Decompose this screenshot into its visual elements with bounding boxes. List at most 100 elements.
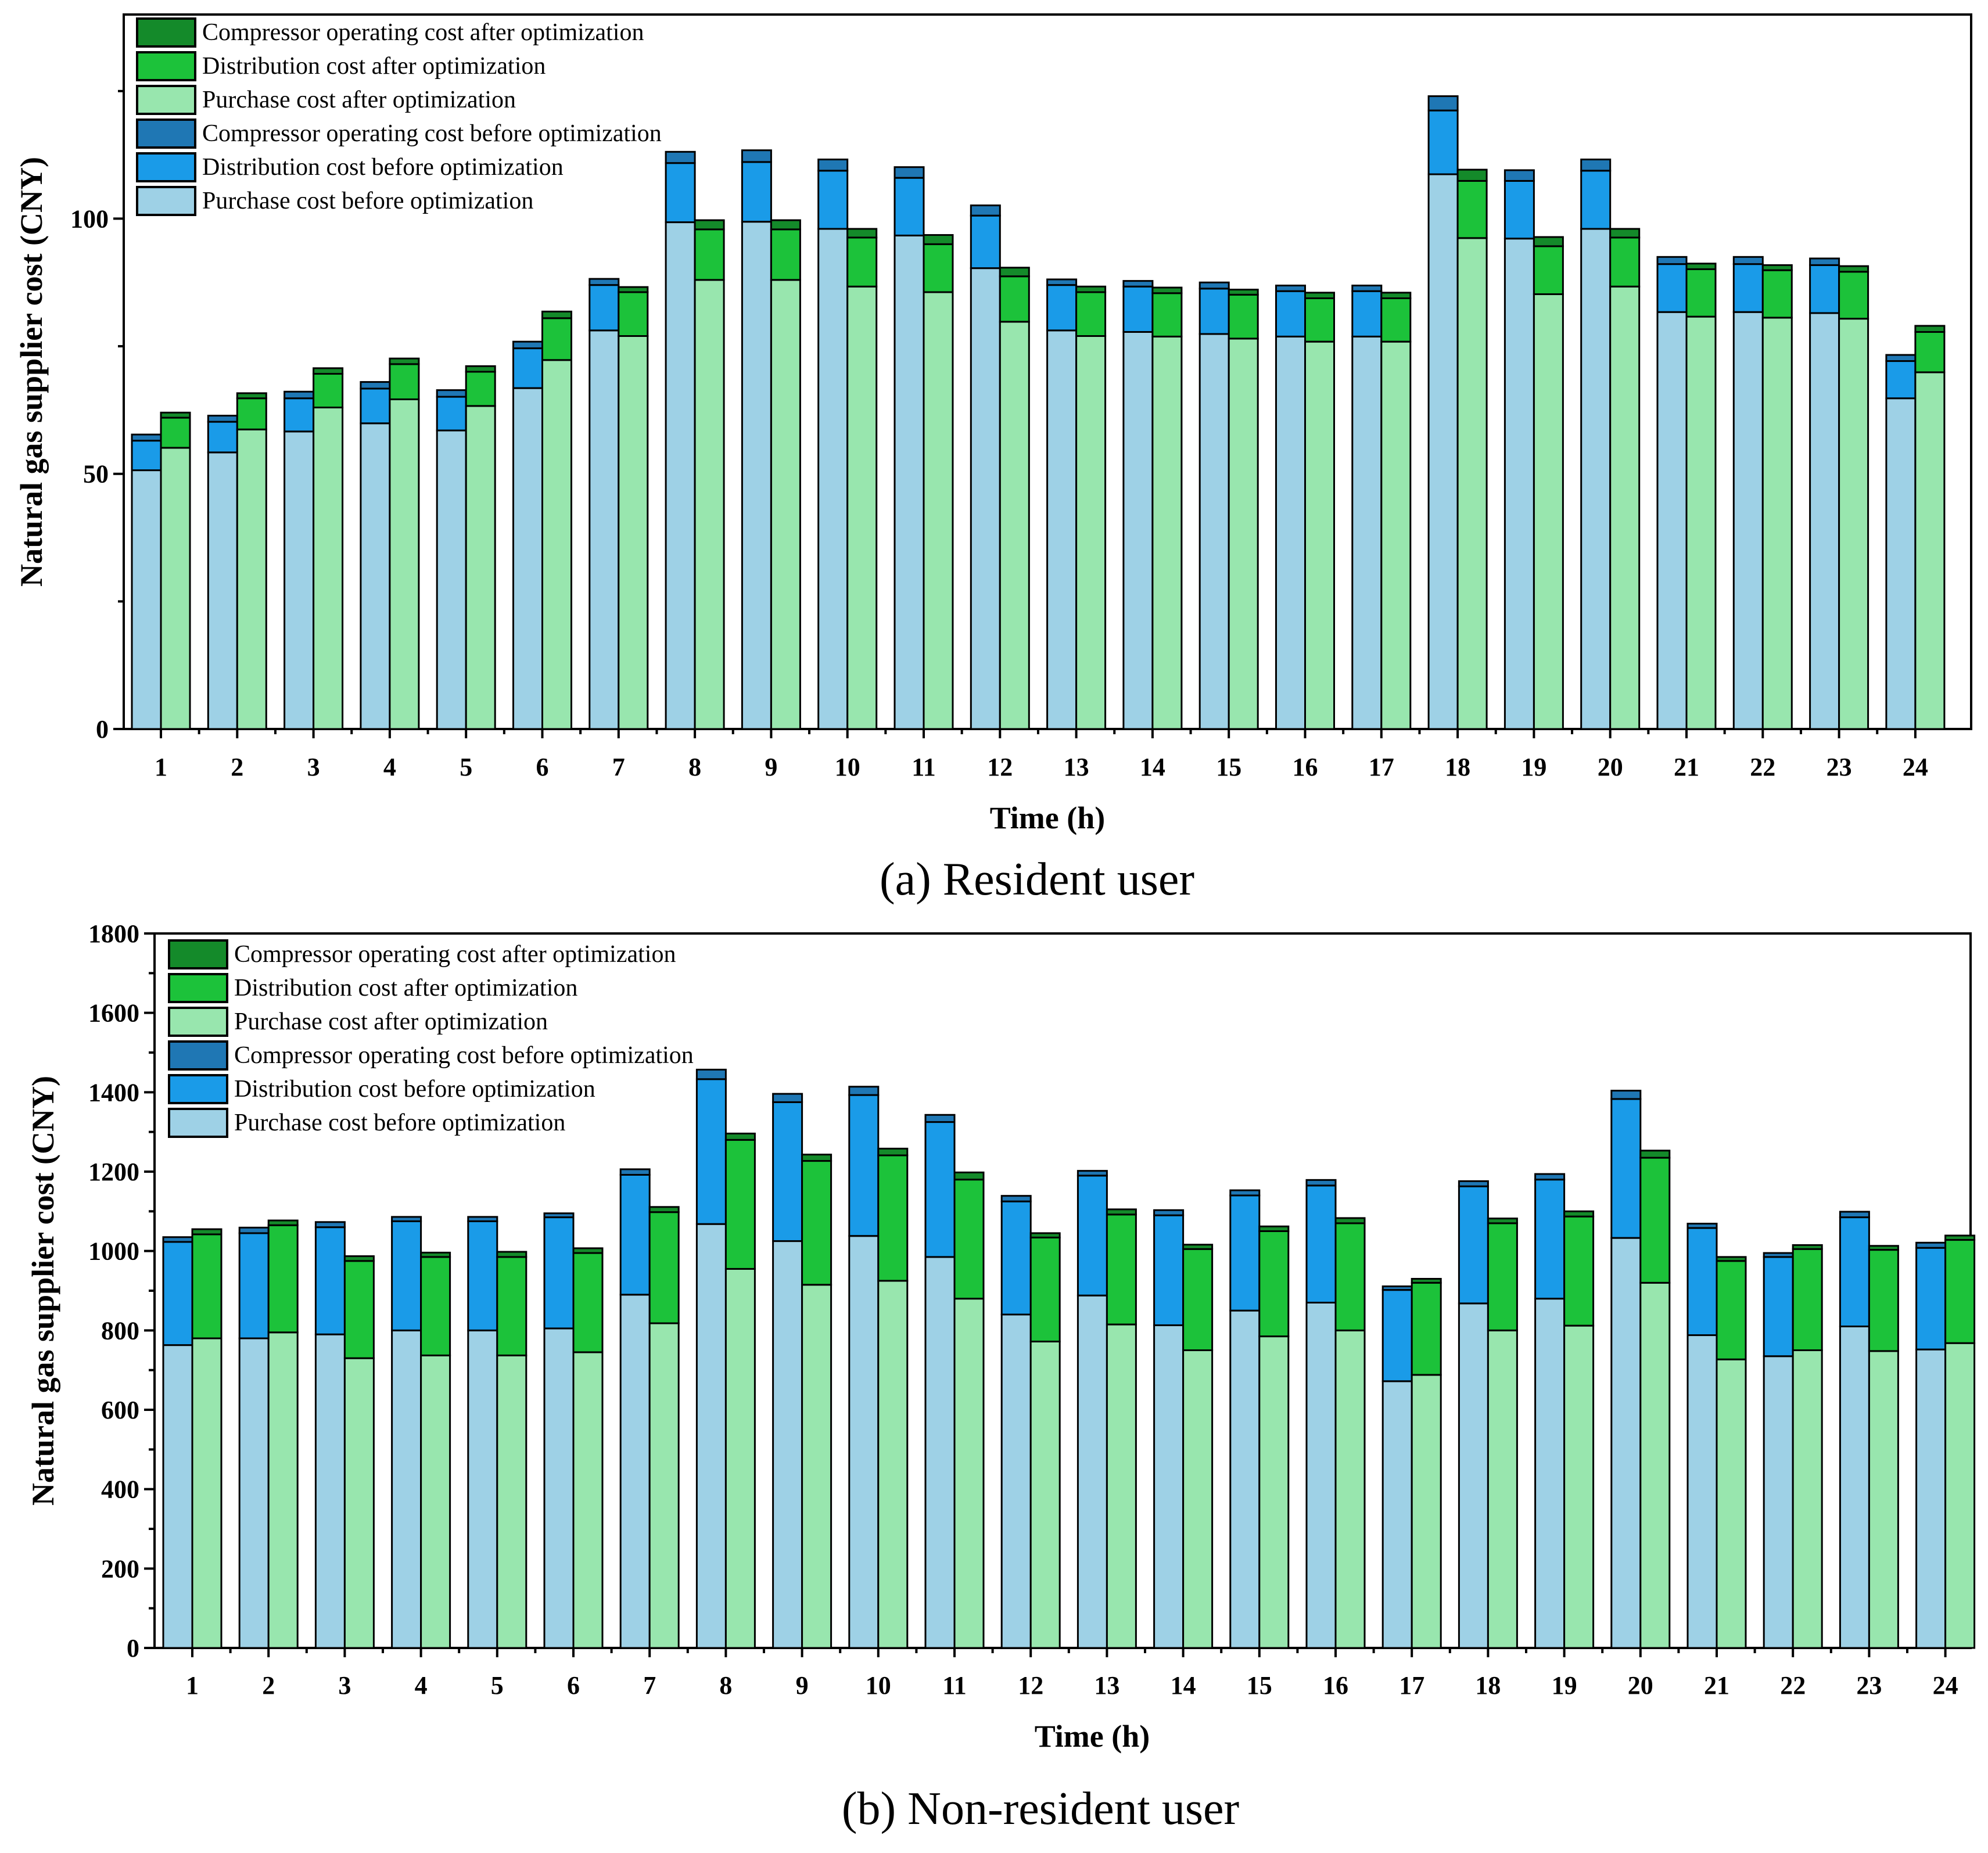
bar-distribution-after	[1944, 1239, 1976, 1344]
bar-distribution-before	[1732, 263, 1764, 313]
x-tick-label: 3	[307, 753, 320, 781]
bar-purchase-after	[160, 447, 191, 730]
bar-purchase-after	[1456, 237, 1488, 730]
legend-label: Distribution cost before optimization	[234, 1076, 595, 1103]
bar-purchase-after	[1914, 371, 1946, 730]
bar-purchase-before	[512, 387, 543, 730]
x-tick-label: 20	[1628, 1671, 1653, 1700]
legend-label: Compressor operating cost before optimiz…	[234, 1042, 694, 1069]
bar-purchase-after	[648, 1322, 680, 1649]
bar-distribution-after	[1029, 1236, 1061, 1342]
bar-distribution-before	[1153, 1214, 1185, 1326]
legend-label: Compressor operating cost after optimiza…	[234, 941, 676, 968]
bar-compressor-before	[1839, 1211, 1870, 1219]
bar-distribution-before	[848, 1094, 880, 1237]
legend-swatch-distribution-before	[168, 1074, 228, 1104]
bar-compressor-after	[846, 228, 878, 239]
bar-distribution-before	[543, 1216, 575, 1330]
bar-compressor-after	[420, 1251, 451, 1258]
bar-purchase-before	[1809, 312, 1840, 730]
bar-compressor-before	[1915, 1241, 1947, 1249]
bar-distribution-after	[953, 1179, 985, 1300]
x-tick-label: 14	[1171, 1671, 1196, 1700]
bar-compressor-after	[465, 365, 496, 373]
bar-distribution-before	[1839, 1216, 1870, 1327]
legend: Compressor operating cost after optimiza…	[136, 17, 662, 216]
bar-compressor-before	[162, 1236, 193, 1243]
bar-compressor-before	[1809, 257, 1840, 266]
y-tick-label: 100	[70, 204, 109, 233]
bar-purchase-after	[1838, 318, 1869, 730]
bar-distribution-after	[236, 397, 267, 430]
bar-purchase-after	[389, 398, 420, 730]
x-tick-label: 6	[567, 1671, 580, 1700]
bar-purchase-after	[1716, 1358, 1747, 1649]
x-tick-label: 11	[912, 753, 936, 781]
y-ticks: 0 200 400 600 800 1000 1200 1400 1600 1800	[88, 920, 155, 1662]
bar-distribution-after	[999, 275, 1030, 323]
bar-compressor-after	[1838, 265, 1869, 273]
bar-distribution-after	[1533, 245, 1564, 295]
bar-compressor-before	[1534, 1173, 1566, 1181]
y-tick-label: 1000	[88, 1237, 139, 1266]
bar-compressor-after	[953, 1171, 985, 1181]
bar-purchase-before	[391, 1329, 422, 1649]
y-tick-label: 1600	[88, 999, 139, 1028]
bar-distribution-before	[1809, 264, 1840, 314]
bar-purchase-after	[618, 335, 649, 730]
bar-compressor-after	[999, 267, 1030, 278]
bar-purchase-after	[313, 407, 344, 730]
bar-compressor-after	[1761, 264, 1793, 271]
bar-purchase-after	[1761, 317, 1793, 730]
bar-purchase-before	[741, 221, 772, 730]
bar-distribution-before	[970, 214, 1001, 270]
bar-purchase-before	[1839, 1326, 1870, 1649]
bar-compressor-after	[1106, 1208, 1137, 1216]
bar-distribution-after	[313, 373, 344, 408]
bar-purchase-before	[314, 1333, 346, 1649]
bar-purchase-before	[695, 1223, 727, 1649]
bar-purchase-before	[588, 329, 620, 730]
bar-distribution-before	[893, 177, 925, 236]
bar-purchase-after	[1868, 1350, 1899, 1649]
bar-purchase-before	[1763, 1355, 1794, 1649]
bar-purchase-before	[772, 1240, 803, 1649]
x-tick-label: 12	[1018, 1671, 1043, 1700]
bar-purchase-before	[238, 1337, 270, 1649]
bar-purchase-after	[801, 1284, 832, 1649]
bar-purchase-before	[848, 1235, 880, 1649]
bar-distribution-before	[695, 1078, 727, 1225]
bar-distribution-after	[1838, 271, 1869, 320]
bar-distribution-before	[1076, 1175, 1108, 1297]
bar-compressor-after	[1944, 1234, 1976, 1241]
bar-purchase-after	[923, 291, 954, 730]
bar-purchase-after	[1151, 335, 1183, 730]
bar-purchase-after	[1075, 335, 1107, 730]
bar-distribution-before	[1198, 288, 1230, 335]
bar-purchase-after	[1304, 340, 1335, 730]
bar-distribution-after	[724, 1139, 756, 1270]
bar-compressor-before	[1046, 278, 1078, 286]
bar-compressor-before	[1885, 354, 1917, 362]
x-tick-label: 19	[1552, 1671, 1577, 1700]
bar-distribution-before	[1381, 1289, 1413, 1382]
legend-swatch-purchase-after	[168, 1007, 228, 1037]
x-tick-label: 15	[1216, 753, 1241, 781]
legend-swatch-purchase-after	[136, 85, 196, 115]
bar-distribution-after	[389, 363, 420, 400]
x-tick-label: 7	[643, 1671, 656, 1700]
bar-compressor-before	[1610, 1090, 1642, 1100]
bar-distribution-before	[1046, 284, 1078, 332]
bar-purchase-after	[846, 285, 878, 730]
bar-distribution-before	[467, 1220, 498, 1331]
y-tick-label: 800	[101, 1316, 139, 1345]
bar-purchase-before	[970, 267, 1001, 730]
bar-compressor-after	[1487, 1218, 1518, 1224]
bar-purchase-after	[1685, 315, 1717, 730]
bar-distribution-before	[1885, 360, 1917, 400]
x-tick-label: 17	[1399, 1671, 1424, 1700]
bar-compressor-after	[496, 1251, 527, 1258]
bar-purchase-after	[770, 279, 801, 730]
bar-purchase-after	[1106, 1323, 1137, 1649]
